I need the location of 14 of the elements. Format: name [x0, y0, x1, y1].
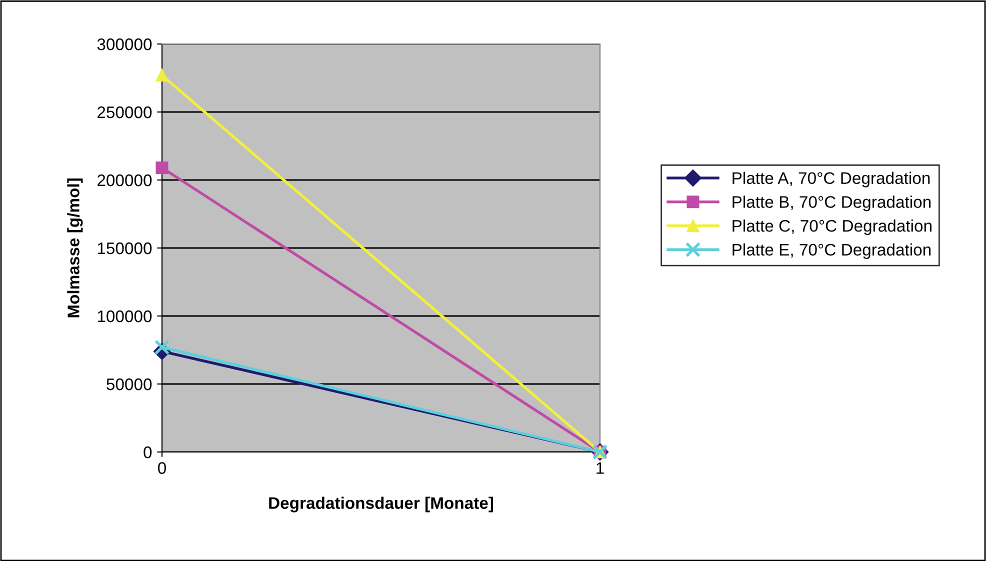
y-tick-label: 100000 [98, 310, 152, 322]
legend-label: Platte A, 70°C Degradation [732, 172, 930, 188]
legend-label: Platte C, 70°C Degradation [732, 220, 932, 236]
y-axis-title: Molmasse [g/mol] [67, 178, 83, 318]
x-axis-title: Degradationsdauer [Monate] [269, 496, 494, 512]
y-tick-label: 50000 [106, 378, 152, 390]
y-tick-label: 150000 [98, 242, 152, 254]
y-tick-label: 250000 [98, 106, 152, 118]
y-tick-label: 200000 [98, 174, 152, 186]
x-tick-label: 1 [596, 462, 604, 474]
legend-label: Platte B, 70°C Degradation [732, 196, 931, 212]
y-tick-label: 0 [144, 446, 152, 458]
y-tick-label: 300000 [97, 38, 152, 50]
legend-label: Platte E, 70°C Degradation [732, 243, 931, 259]
